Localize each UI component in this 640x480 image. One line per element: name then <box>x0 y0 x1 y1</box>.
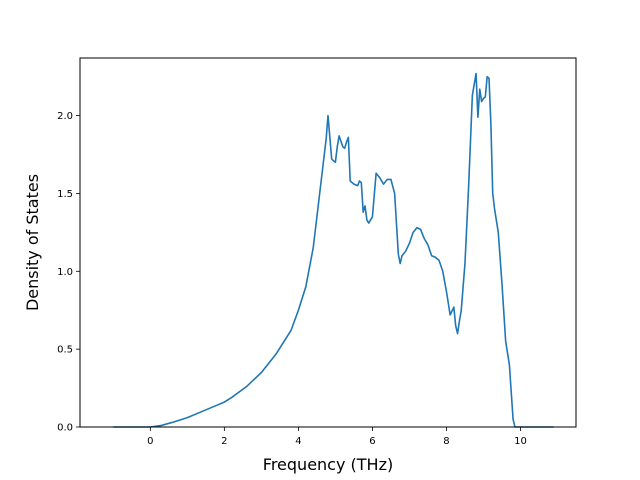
x-tick-label: 6 <box>369 436 375 447</box>
y-tick-label: 0.0 <box>57 423 73 434</box>
dos-series-line-0 <box>113 72 554 428</box>
y-tick-label: 1.5 <box>57 189 73 200</box>
y-axis-ticks: 0.0 0.5 1.0 1.5 2.0 <box>57 111 80 434</box>
x-tick-label: 4 <box>295 436 301 447</box>
plot-frame <box>79 57 577 428</box>
x-axis-label: Frequency (THz) <box>263 455 393 474</box>
x-tick-label: 2 <box>221 436 227 447</box>
y-tick-label: 1.0 <box>57 267 73 278</box>
x-tick-label: 0 <box>147 436 153 447</box>
y-tick-label: 2.0 <box>57 111 73 122</box>
x-axis-ticks: 0 2 4 6 8 10 <box>147 427 527 447</box>
plot-line-layer <box>113 72 554 428</box>
y-tick-label: 0.5 <box>57 345 73 356</box>
y-axis-label: Density of States <box>23 174 42 311</box>
x-tick-label: 8 <box>443 436 449 447</box>
x-tick-label: 10 <box>514 436 527 447</box>
